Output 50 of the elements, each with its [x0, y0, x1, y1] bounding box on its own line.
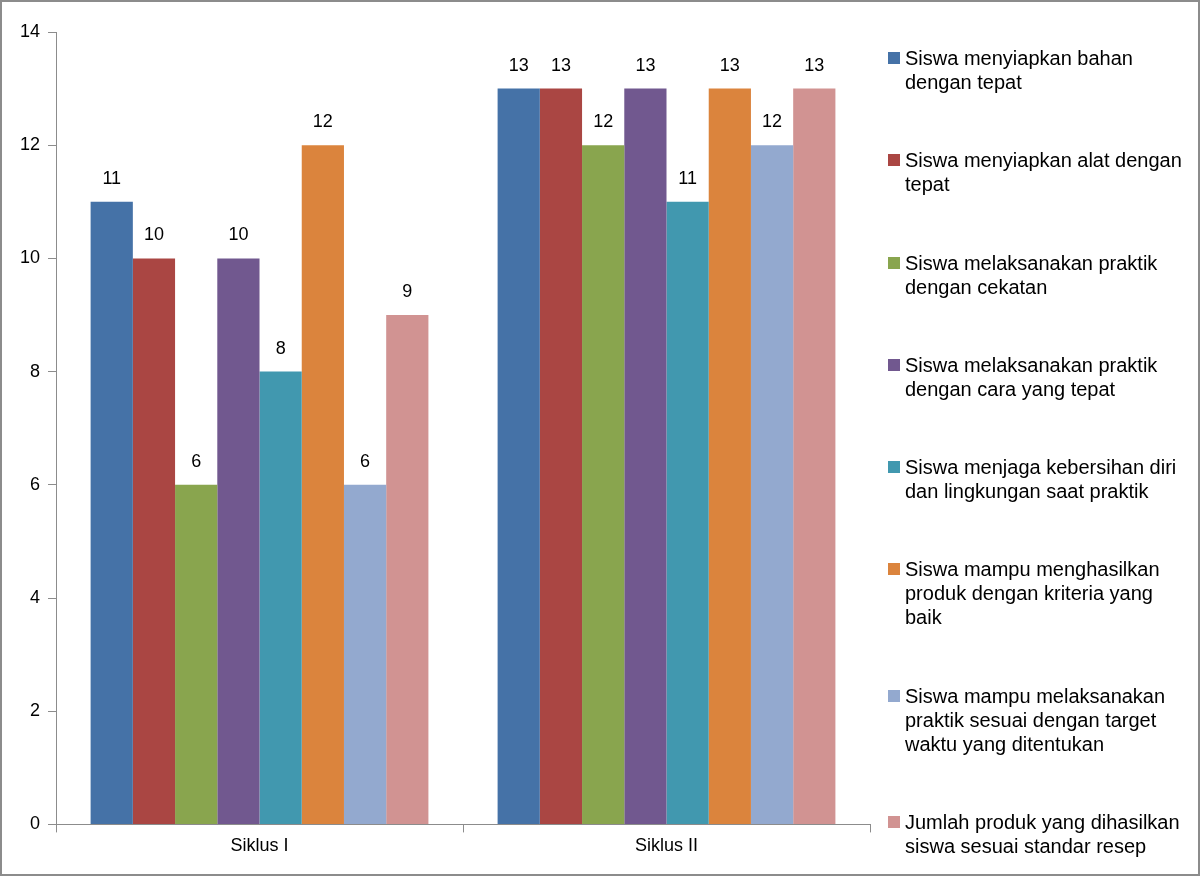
legend-label: Siswa menjaga kebersihan diri dan lingkungan saat praktik: [905, 455, 1178, 504]
y-tick-label: 4: [30, 586, 41, 607]
legend-label: Siswa menyiapkan alat dengan tepat: [905, 148, 1183, 197]
data-label: 12: [312, 111, 333, 132]
bar: [539, 88, 583, 824]
data-label: 11: [102, 167, 122, 188]
y-tick-label: 8: [30, 360, 41, 381]
data-label: 13: [719, 54, 740, 75]
data-label: 13: [804, 54, 825, 75]
y-tick-label: 6: [30, 473, 41, 494]
bar: [132, 258, 176, 824]
legend-label: Siswa menyiapkan bahan dengan tepat: [905, 46, 1134, 94]
legend-label: Jumlah produk yang dihasilkan siswa sesuai standar resep: [905, 809, 1181, 858]
data-label: 13: [508, 54, 529, 75]
y-tick-label: 10: [19, 247, 41, 268]
bar: [750, 145, 794, 824]
data-label: 9: [402, 280, 413, 301]
bar: [793, 88, 836, 824]
data-label: 13: [550, 54, 571, 75]
bar: [497, 88, 540, 824]
bar: [624, 88, 667, 824]
y-tick-label: 12: [19, 134, 41, 155]
x-tick-label: Siklus II: [634, 835, 699, 856]
bar: [582, 145, 625, 824]
data-label: 6: [360, 450, 371, 471]
data-label: 11: [678, 167, 697, 188]
bar: [90, 201, 133, 824]
data-label: 8: [275, 337, 286, 358]
bar: [343, 484, 387, 824]
y-tick-label: 2: [30, 700, 41, 721]
data-label: 6: [191, 450, 202, 471]
y-tick-label: 14: [19, 20, 41, 41]
data-label: 12: [593, 111, 614, 132]
legend-label: Siswa melaksanakan praktik dengan cekatan: [905, 250, 1159, 299]
data-label: 13: [635, 54, 656, 75]
bar: [301, 145, 344, 824]
bar: [386, 315, 429, 824]
legend-label: Siswa mampu menghasilkan produk dengan kriteria yang baik: [905, 557, 1161, 630]
data-label: 12: [762, 111, 783, 132]
legend-label: Siswa melaksanakan praktik dengan cara yang tepat: [905, 352, 1159, 401]
bar: [708, 88, 751, 824]
y-tick-label: 0: [30, 813, 41, 834]
legend-label: Siswa mampu melaksanakan praktik sesuai dengan target waktu yang ditentukan: [905, 683, 1167, 756]
bar: [175, 484, 218, 824]
data-label: 10: [228, 224, 249, 245]
bar: [666, 201, 709, 824]
data-label: 10: [143, 224, 164, 245]
bar: [259, 371, 302, 824]
bar: [217, 258, 260, 824]
x-tick-label: Siklus I: [230, 835, 289, 856]
